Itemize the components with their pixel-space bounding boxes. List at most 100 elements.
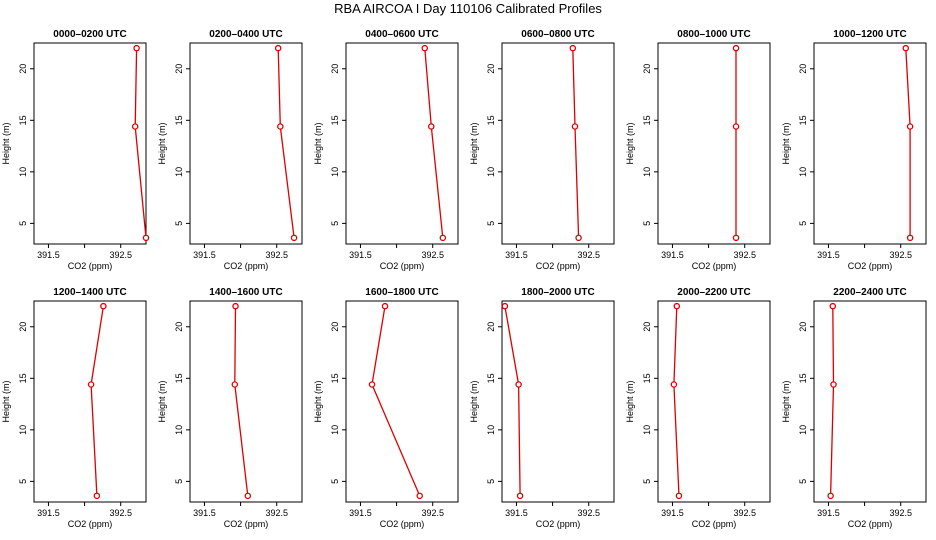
x-tick-label: 392.5 — [421, 250, 444, 260]
x-tick-label: 392.5 — [109, 250, 132, 260]
y-tick-label: 10 — [174, 167, 184, 177]
y-tick-label: 15 — [330, 373, 340, 383]
y-tick-label: 10 — [642, 425, 652, 435]
profile-point — [675, 492, 683, 500]
y-tick-label: 10 — [330, 167, 340, 177]
y-tick-label: 5 — [642, 479, 652, 484]
profile-line — [504, 306, 521, 496]
profile-point — [732, 123, 740, 130]
x-tick-label: 391.5 — [505, 250, 528, 260]
profile-point — [381, 302, 389, 310]
x-axis-label: CO2 (ppm) — [380, 519, 425, 529]
panel-title: 2200–2400 UTC — [833, 287, 906, 298]
y-tick-label: 20 — [174, 64, 184, 74]
x-tick-label: 391.5 — [37, 508, 60, 518]
y-axis-label: Height (m) — [313, 122, 323, 164]
x-axis-label: CO2 (ppm) — [692, 519, 737, 529]
x-axis-label: CO2 (ppm) — [380, 261, 425, 271]
y-tick-label: 10 — [330, 425, 340, 435]
y-tick-label: 20 — [174, 322, 184, 332]
profile-point — [906, 123, 914, 130]
plot-frame — [345, 300, 459, 503]
profile-point — [516, 492, 524, 500]
y-tick-label: 15 — [174, 373, 184, 383]
y-tick-label: 20 — [330, 322, 340, 332]
y-tick-label: 5 — [330, 221, 340, 226]
plot-frame — [33, 300, 147, 503]
y-tick-label: 20 — [486, 322, 496, 332]
profile-point — [829, 302, 837, 310]
x-tick-label: 392.5 — [109, 508, 132, 518]
y-tick-label: 5 — [486, 221, 496, 226]
y-tick-label: 15 — [330, 115, 340, 125]
profile-point — [87, 381, 95, 388]
profile-point — [142, 234, 150, 242]
profile-point — [569, 44, 577, 52]
x-tick-label: 392.5 — [265, 508, 288, 518]
x-axis-label: CO2 (ppm) — [536, 261, 581, 271]
y-tick-label: 5 — [18, 221, 28, 226]
plot-frame — [813, 42, 927, 245]
y-axis-label: Height (m) — [781, 122, 791, 164]
x-tick-label: 392.5 — [889, 508, 912, 518]
y-tick-label: 5 — [798, 221, 808, 226]
y-axis-label: Height (m) — [469, 122, 479, 164]
x-axis-label: CO2 (ppm) — [692, 261, 737, 271]
profile-point — [732, 44, 740, 52]
x-tick-label: 391.5 — [661, 250, 684, 260]
y-tick-label: 10 — [798, 167, 808, 177]
panel-title: 1400–1600 UTC — [209, 287, 282, 298]
figure-title: RBA AIRCOA I Day 110106 Calibrated Profi… — [334, 1, 602, 16]
profile-point — [827, 492, 834, 500]
y-tick-label: 15 — [642, 373, 652, 383]
plot-frame — [501, 42, 615, 245]
profile-point — [232, 302, 239, 310]
plot-frame — [189, 300, 303, 503]
x-tick-label: 392.5 — [265, 250, 288, 260]
panel-title: 0200–0400 UTC — [209, 29, 282, 40]
y-tick-label: 5 — [174, 479, 184, 484]
panel-title: 0800–1000 UTC — [677, 29, 750, 40]
x-tick-label: 391.5 — [817, 508, 840, 518]
profile-point — [368, 381, 376, 388]
y-tick-label: 5 — [642, 221, 652, 226]
plot-frame — [189, 42, 303, 245]
x-axis-label: CO2 (ppm) — [68, 519, 113, 529]
panel-title: 1200–1400 UTC — [53, 287, 126, 298]
plot-frame — [33, 42, 147, 245]
panel-title: 0000–0200 UTC — [53, 29, 126, 40]
x-tick-label: 392.5 — [577, 508, 600, 518]
profile-point — [290, 234, 298, 242]
panel-title: 0400–0600 UTC — [365, 29, 438, 40]
x-tick-label: 392.5 — [421, 508, 444, 518]
plot-frame — [657, 42, 771, 245]
panel-title: 2000–2200 UTC — [677, 287, 750, 298]
y-tick-label: 15 — [798, 373, 808, 383]
y-tick-label: 15 — [18, 115, 28, 125]
y-tick-label: 5 — [18, 479, 28, 484]
profile-point — [439, 234, 447, 242]
y-axis-label: Height (m) — [1, 122, 11, 164]
profile-point — [830, 381, 837, 388]
profile-point — [416, 492, 423, 500]
x-axis-label: CO2 (ppm) — [224, 261, 269, 271]
y-tick-label: 20 — [642, 322, 652, 332]
panel-title: 1000–1200 UTC — [833, 29, 906, 40]
x-tick-label: 392.5 — [733, 508, 756, 518]
y-tick-label: 5 — [174, 221, 184, 226]
x-tick-label: 392.5 — [733, 250, 756, 260]
profile-point — [515, 381, 522, 388]
y-tick-label: 10 — [174, 425, 184, 435]
x-tick-label: 391.5 — [661, 508, 684, 518]
profile-point — [244, 492, 252, 500]
y-axis-label: Height (m) — [157, 380, 167, 422]
y-tick-label: 15 — [798, 115, 808, 125]
profile-point — [131, 123, 139, 130]
